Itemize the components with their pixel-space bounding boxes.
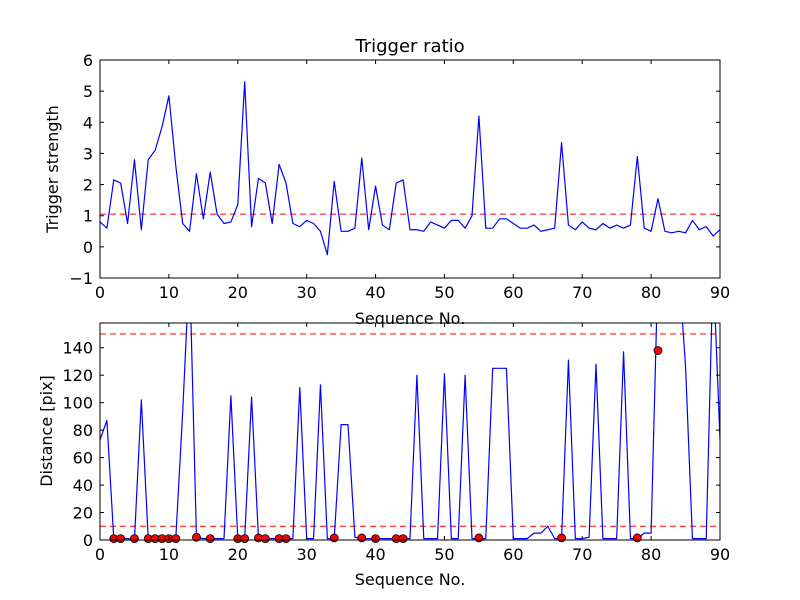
x-axis-label: Sequence No. — [355, 309, 466, 328]
y-tick-label: 0 — [83, 531, 93, 550]
y-axis-label: Trigger strength — [43, 105, 62, 234]
y-axis-ticks: −1 0 1 2 3 4 5 6 — [69, 51, 720, 288]
series-line — [100, 323, 720, 540]
marker-point — [632, 533, 642, 543]
x-tick-label: 60 — [503, 545, 523, 564]
marker-point — [474, 533, 484, 543]
x-axis-ticks: 0 10 20 30 40 50 60 70 80 90 — [95, 323, 730, 564]
x-tick-label: 40 — [365, 283, 385, 302]
y-tick-label: 5 — [83, 82, 93, 101]
y-tick-label: 3 — [83, 144, 93, 163]
x-axis-ticks: 0 10 20 30 40 50 60 70 80 90 — [95, 60, 730, 302]
marker-point — [205, 534, 215, 544]
marker-point — [192, 532, 201, 542]
chart-title: Trigger ratio — [354, 36, 464, 57]
y-tick-label: 40 — [73, 476, 93, 495]
distance-plot: 0 10 20 30 40 50 60 70 80 90 0 20 40 60 80 100 120 140 S… — [37, 322, 730, 589]
x-tick-label: 50 — [434, 545, 454, 564]
x-tick-label: 90 — [710, 283, 730, 302]
x-tick-label: 90 — [710, 545, 730, 564]
marker-point — [281, 534, 291, 544]
marker-point — [240, 534, 250, 544]
marker-point — [171, 534, 181, 544]
marker-point — [116, 534, 126, 544]
y-tick-label: 1 — [83, 207, 93, 226]
y-tick-label: 6 — [83, 51, 93, 70]
marker-point — [557, 533, 566, 543]
marker-point — [398, 534, 408, 544]
x-tick-label: 20 — [228, 283, 248, 302]
y-tick-label: 2 — [83, 176, 93, 195]
y-tick-label: 20 — [73, 504, 93, 523]
x-tick-label: 60 — [503, 283, 523, 302]
x-tick-label: 10 — [159, 283, 179, 302]
x-tick-label: 80 — [641, 545, 661, 564]
axes-frame — [99, 322, 721, 541]
marker-point — [653, 346, 663, 355]
marker-point — [357, 533, 367, 543]
x-tick-label: 10 — [159, 545, 179, 564]
x-tick-label: 0 — [95, 545, 105, 564]
y-tick-label: 100 — [62, 394, 93, 413]
y-tick-label: 60 — [73, 449, 93, 468]
y-tick-label: 120 — [62, 366, 93, 385]
x-tick-label: 40 — [365, 545, 385, 564]
y-axis-label: Distance [pix] — [37, 375, 56, 487]
axes-frame — [99, 59, 721, 279]
x-tick-label: 70 — [572, 283, 592, 302]
marker-point — [130, 534, 139, 544]
x-tick-label: 20 — [228, 545, 248, 564]
x-tick-label: 30 — [296, 545, 316, 564]
x-axis-label: Sequence No. — [355, 570, 466, 589]
y-tick-label: 0 — [83, 238, 93, 257]
x-tick-label: 50 — [434, 283, 454, 302]
y-tick-label: 4 — [83, 113, 93, 132]
marker-point — [260, 534, 270, 544]
y-tick-label: −1 — [69, 269, 93, 288]
y-tick-label: 140 — [62, 339, 93, 358]
series-line — [100, 81, 720, 256]
x-tick-label: 80 — [641, 283, 661, 302]
y-tick-label: 80 — [73, 421, 93, 440]
marker-point — [329, 533, 339, 543]
x-tick-label: 30 — [296, 283, 316, 302]
x-tick-label: 70 — [572, 545, 592, 564]
x-tick-label: 0 — [95, 283, 105, 302]
series-lines — [100, 81, 720, 256]
series-lines — [100, 323, 720, 540]
